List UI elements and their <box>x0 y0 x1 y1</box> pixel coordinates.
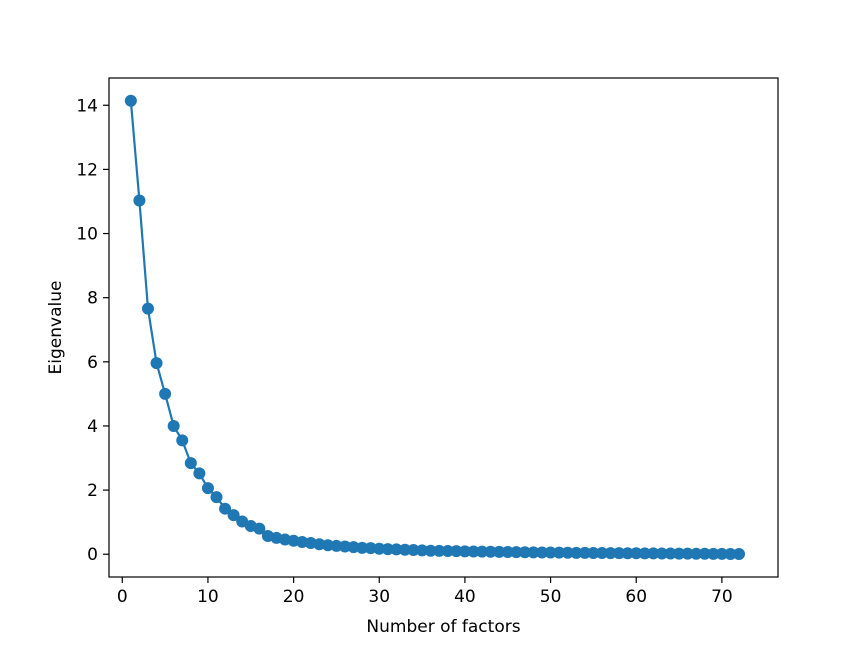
data-point <box>176 434 189 447</box>
y-tick-label: 12 <box>76 160 98 180</box>
data-point <box>510 546 523 559</box>
data-point <box>373 542 386 555</box>
data-point <box>416 544 429 557</box>
data-point <box>595 547 608 560</box>
data-point <box>356 541 369 554</box>
data-point <box>210 491 223 504</box>
data-point <box>338 540 351 553</box>
x-tick-label: 0 <box>117 587 128 607</box>
data-point <box>681 547 694 560</box>
data-point <box>638 547 651 560</box>
data-point <box>458 545 471 558</box>
data-point <box>330 539 343 552</box>
data-point <box>647 547 660 560</box>
data-point <box>398 543 411 556</box>
y-axis-label: Eigenvalue <box>46 281 66 375</box>
y-tick-label: 8 <box>87 289 98 309</box>
data-point <box>167 419 180 432</box>
y-tick-label: 0 <box>87 545 98 565</box>
data-point <box>698 547 711 560</box>
data-point <box>364 542 377 555</box>
data-point <box>433 544 446 557</box>
y-tick-label: 6 <box>87 353 98 373</box>
data-point <box>201 482 214 495</box>
data-point <box>544 546 557 559</box>
x-tick-label: 10 <box>197 587 219 607</box>
data-point <box>150 357 163 370</box>
data-point <box>493 545 506 558</box>
data-point <box>124 94 137 107</box>
data-point <box>219 502 232 515</box>
data-point <box>561 546 574 559</box>
data-point <box>484 545 497 558</box>
data-point <box>733 548 746 561</box>
data-point <box>578 546 591 559</box>
data-point <box>655 547 668 560</box>
data-point <box>690 547 703 560</box>
data-point <box>630 547 643 560</box>
x-tick-label: 40 <box>454 587 476 607</box>
data-point <box>227 509 240 522</box>
data-point <box>424 544 437 557</box>
data-point <box>381 543 394 556</box>
y-axis-ticks: 0 2 4 6 8 10 12 14 <box>76 96 109 565</box>
y-tick-label: 2 <box>87 481 98 501</box>
data-point <box>724 547 737 560</box>
axes-frame <box>108 77 779 578</box>
data-point <box>621 547 634 560</box>
x-axis-ticks: 0 10 20 30 40 50 60 70 <box>117 577 733 607</box>
data-point <box>664 547 677 560</box>
data-point <box>476 545 489 558</box>
y-tick-label: 4 <box>87 417 98 437</box>
data-point <box>193 467 206 480</box>
x-tick-label: 30 <box>368 587 390 607</box>
data-point <box>715 547 728 560</box>
x-tick-label: 20 <box>283 587 305 607</box>
data-point <box>707 547 720 560</box>
data-point <box>441 545 454 558</box>
data-point <box>527 546 540 559</box>
data-point <box>141 302 154 315</box>
data-point <box>501 546 514 559</box>
data-point <box>570 546 583 559</box>
data-point <box>133 194 146 207</box>
y-tick-label: 10 <box>76 225 98 245</box>
x-axis-label: Number of factors <box>366 617 520 637</box>
data-point <box>467 545 480 558</box>
data-point <box>321 539 334 552</box>
data-point <box>536 546 549 559</box>
plot-area <box>124 94 746 561</box>
data-point <box>587 546 600 559</box>
data-point <box>407 544 420 557</box>
data-point <box>673 547 686 560</box>
data-point <box>518 546 531 559</box>
x-tick-label: 70 <box>711 587 733 607</box>
data-point <box>253 522 266 535</box>
data-point <box>184 457 197 470</box>
x-tick-label: 60 <box>625 587 647 607</box>
data-point <box>604 547 617 560</box>
y-tick-label: 14 <box>76 96 98 116</box>
data-point <box>553 546 566 559</box>
data-point <box>159 387 172 400</box>
data-point <box>613 547 626 560</box>
data-point <box>450 545 463 558</box>
x-tick-label: 50 <box>540 587 562 607</box>
data-point <box>347 541 360 554</box>
data-point <box>390 543 403 556</box>
